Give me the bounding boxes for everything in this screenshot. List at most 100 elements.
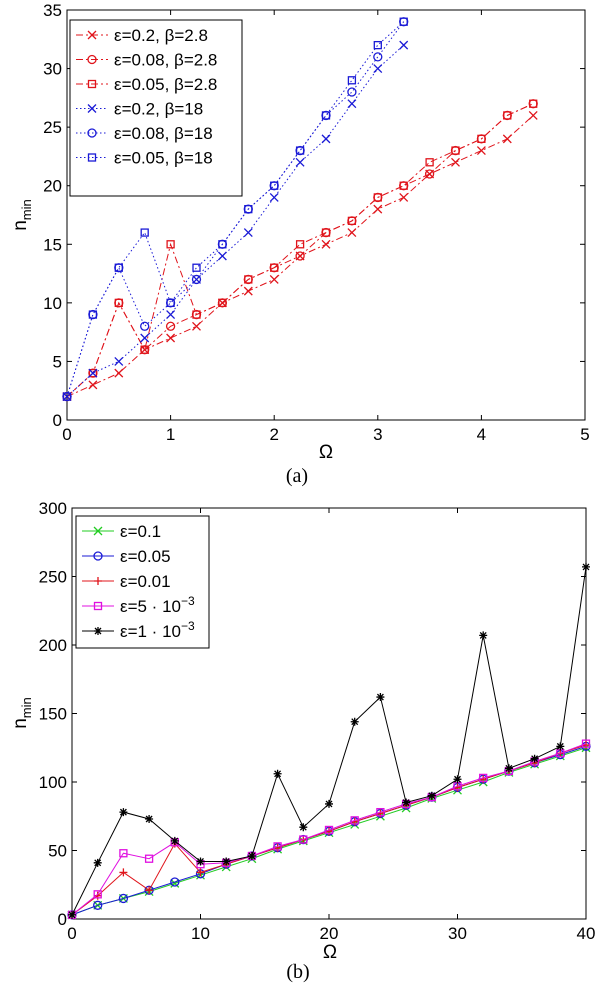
b-series-4-point (530, 754, 539, 763)
b-series-4-point (376, 693, 385, 702)
b-series-1-point (118, 893, 129, 904)
a-legend-entry: ε=0.05, β=2.8 (76, 75, 217, 94)
a-xtick-label: 2 (269, 425, 278, 444)
b-series-4-point (402, 798, 411, 807)
a-series-3-point (373, 64, 383, 74)
chart-b-ticks: 0 10 20 30 40 0 50 100 150 200 250 300 (39, 499, 596, 943)
a-series-0-point (321, 239, 331, 249)
a-ytick-label: 0 (53, 411, 62, 430)
a-series-2-point (140, 345, 149, 354)
b-series-4-point (68, 910, 76, 919)
b-ytick-label: 50 (48, 842, 67, 861)
b-legend-entry: ε=0.1 (82, 522, 161, 541)
a-series-5-point (114, 263, 123, 272)
b-series-4-point (453, 775, 462, 784)
b-series-4-point (556, 742, 565, 751)
b-series-4-point (582, 562, 590, 571)
a-series-0-point (451, 157, 460, 167)
a-series-2-point (166, 240, 175, 249)
a-series-3-point (114, 356, 124, 366)
chart-b-series (67, 562, 591, 920)
a-series-0-point (166, 333, 176, 343)
b-ytick-label: 250 (39, 568, 67, 587)
b-ytick-label: 0 (58, 910, 67, 929)
b-xtick-label: 10 (191, 924, 210, 943)
b-series-4-point (479, 631, 488, 640)
a-series-3-point (321, 134, 331, 144)
chart-a: 0 1 2 3 4 5 0 5 10 15 20 25 30 35 Ω nmin (a) ε=0.2, β… (10, 1, 590, 487)
a-series-5-point (347, 76, 357, 85)
b-legend-entry: ε=5 · 10−3 (82, 594, 195, 616)
a-series-5-point (166, 298, 175, 308)
b-series-4-point (170, 836, 179, 845)
b-legend-marker (93, 526, 103, 536)
a-series-1-point (295, 251, 305, 261)
a-series-5-point (62, 392, 72, 401)
a-legend-label: ε=0.08, β=18 (114, 124, 213, 143)
b-legend-label: ε=0.01 (120, 572, 171, 591)
chart-b-legend: ε=0.1 ε=0.05 ε=0.01 ε=5 · 10−3 ε=1 · 10−3 (75, 515, 210, 649)
a-xtick-label: 4 (477, 425, 486, 444)
a-xtick-label: 0 (62, 425, 71, 444)
a-series-3-point (269, 192, 279, 202)
a-series-0-point (373, 204, 383, 214)
chart-a-legend: ε=0.2, β=2.8 ε=0.08, β=2.8 ε=0.05, β=2.8 ε=… (69, 19, 243, 197)
a-legend-entry: ε=0.2, β=2.8 (76, 26, 208, 45)
chart-b-ylabel-main: n (10, 718, 31, 729)
b-xtick-label: 0 (67, 924, 76, 943)
a-legend-label: ε=0.05, β=2.8 (114, 75, 217, 94)
a-series-0-point (502, 134, 512, 144)
a-series-4-point (191, 274, 202, 285)
b-series-3-point (299, 835, 308, 844)
b-series-3-line (71, 743, 587, 916)
b-series-4-point (273, 769, 282, 778)
a-legend-label: ε=0.08, β=2.8 (114, 51, 217, 70)
b-series-4-point (222, 857, 231, 866)
b-xtick-label: 30 (448, 924, 467, 943)
chart-b: 0 10 20 30 40 0 50 100 150 200 250 300 Ω nmin (b) ε… (10, 499, 595, 983)
a-series-2-point (451, 146, 460, 155)
a-legend-entry: ε=0.08, β=18 (76, 124, 213, 143)
a-legend-marker (87, 153, 97, 162)
a-series-2-point (244, 275, 253, 284)
a-series-5-point (321, 111, 331, 120)
a-series-2-point (321, 228, 331, 237)
b-series-4-point (427, 791, 436, 800)
b-legend-entry: ε=0.01 (82, 572, 171, 591)
a-series-5 (62, 17, 408, 401)
a-series-0-point (269, 274, 279, 284)
chart-a-ticks: 0 1 2 3 4 5 0 5 10 15 20 25 30 35 (43, 1, 590, 444)
a-series-5-point (88, 310, 98, 319)
a-series-2-point (114, 298, 123, 308)
b-legend-marker (93, 551, 103, 561)
a-series-5-point (140, 228, 149, 237)
b-legend-label: ε=0.05 (120, 547, 171, 566)
b-legend-entry: ε=0.05 (82, 547, 171, 566)
a-series-3-point (166, 310, 176, 320)
a-legend-entry: ε=0.08, β=2.8 (76, 51, 217, 70)
a-series-1-point (165, 321, 176, 331)
a-series-5-point (270, 181, 279, 190)
a-series-3-line (66, 44, 405, 397)
a-series-3-point (295, 157, 305, 167)
b-xtick-label: 40 (577, 924, 596, 943)
a-series-5-point (399, 17, 408, 26)
b-series-4-point (196, 857, 205, 866)
b-series-4-point (119, 808, 128, 817)
b-series-4-point (145, 814, 154, 823)
b-ytick-label: 200 (39, 636, 67, 655)
a-ytick-label: 15 (43, 235, 62, 254)
chart-a-ylabel: nmin (10, 199, 34, 231)
chart-a-ylabel-sub: min (19, 199, 34, 220)
a-series-0-point (528, 110, 538, 120)
chart-b-caption: (b) (286, 961, 309, 983)
svg-text:nmin: nmin (10, 199, 34, 231)
a-series-2-point (270, 263, 279, 272)
a-series-2 (62, 99, 538, 401)
a-series-2-point (399, 181, 408, 190)
a-series-2-point (373, 193, 382, 202)
b-legend-label: ε=5 · 10−3 (120, 594, 195, 616)
a-series-2-point (88, 368, 98, 378)
a-xtick-label: 3 (373, 425, 382, 444)
a-series-3-point (399, 40, 409, 50)
